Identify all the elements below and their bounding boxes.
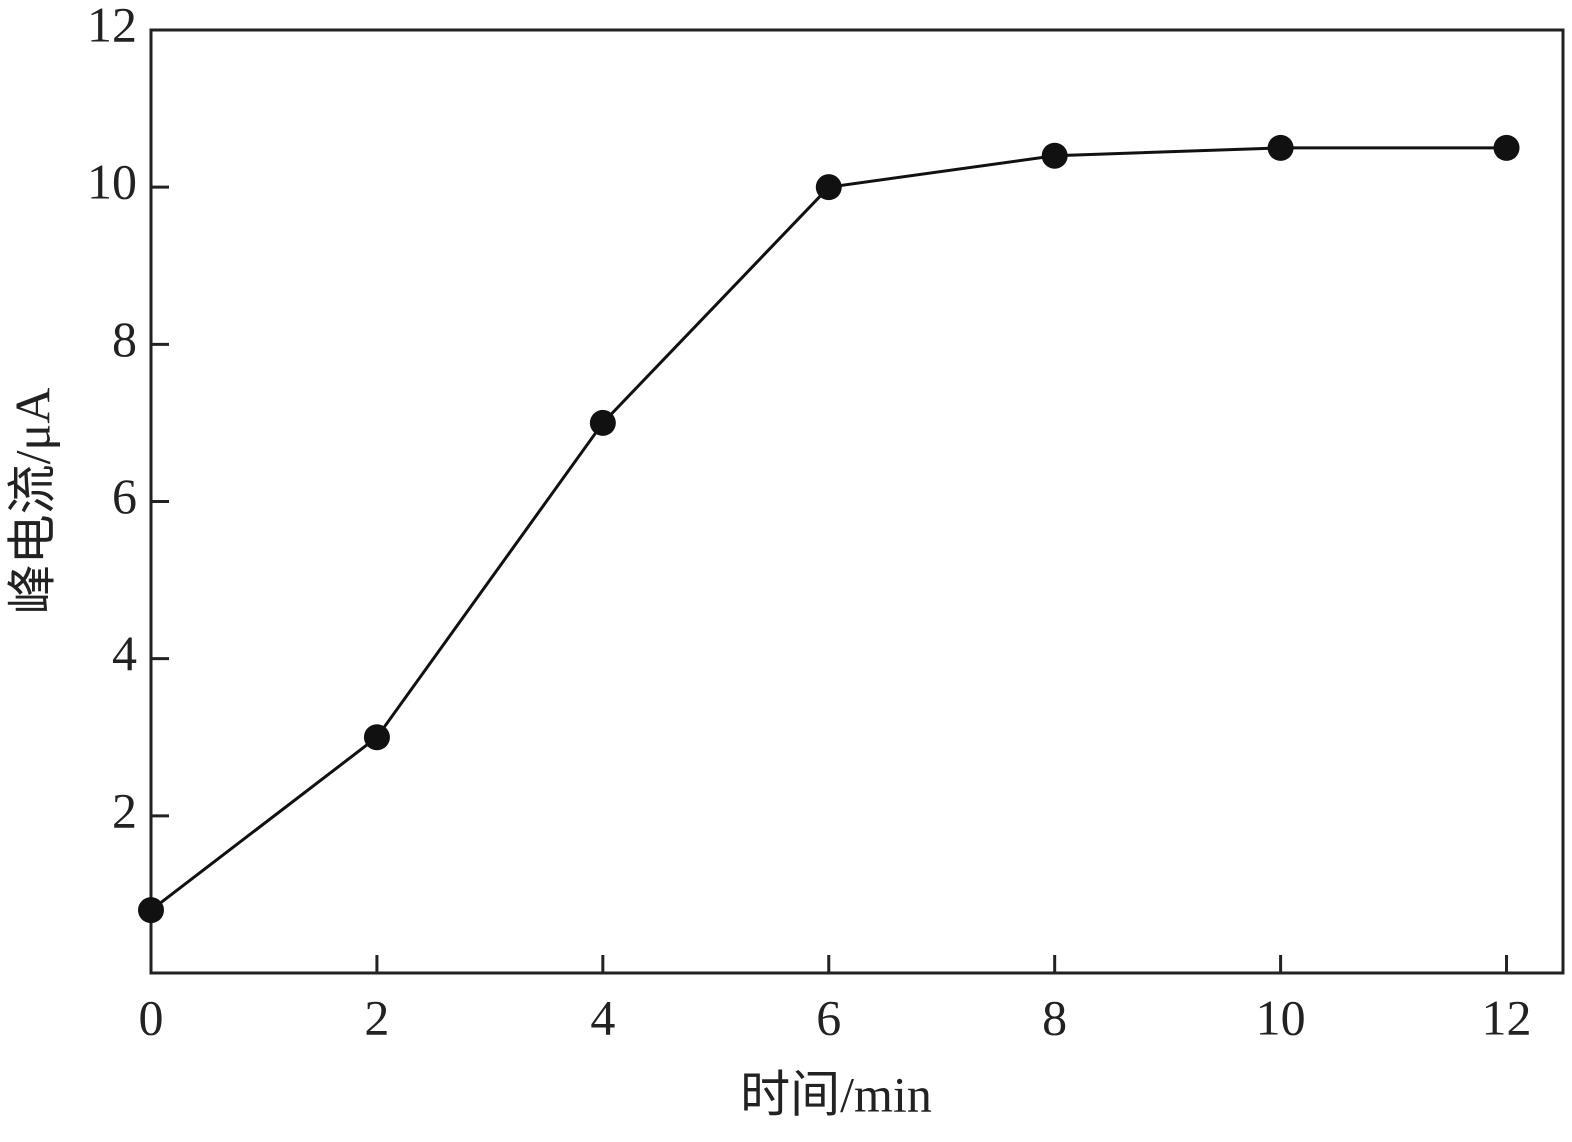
y-tick-label: 6: [112, 468, 137, 524]
y-tick-label: 10: [87, 154, 137, 210]
x-tick-label: 10: [1256, 989, 1306, 1045]
y-tick-label: 2: [112, 782, 137, 838]
data-point: [1267, 134, 1294, 161]
y-tick-label: 12: [87, 0, 137, 52]
data-point: [1041, 142, 1068, 169]
x-tick-label: 0: [139, 989, 164, 1045]
y-tick-label: 4: [112, 625, 137, 681]
data-point: [815, 174, 842, 201]
data-point: [589, 409, 616, 436]
x-tick-label: 12: [1482, 989, 1532, 1045]
data-point: [363, 724, 390, 751]
x-axis-label: 时间/min: [740, 1066, 932, 1122]
data-line: [150, 146, 1507, 912]
y-axis-label: 峰电流/μA: [4, 388, 60, 615]
data-point: [1493, 134, 1520, 161]
y-tick-label: 8: [112, 311, 137, 367]
plot-frame: [149, 28, 1565, 975]
x-tick-label: 6: [816, 989, 841, 1045]
data-point: [138, 897, 164, 924]
x-tick-label: 8: [1042, 989, 1067, 1045]
x-tick-label: 2: [364, 989, 389, 1045]
x-tick-label: 4: [590, 989, 615, 1045]
